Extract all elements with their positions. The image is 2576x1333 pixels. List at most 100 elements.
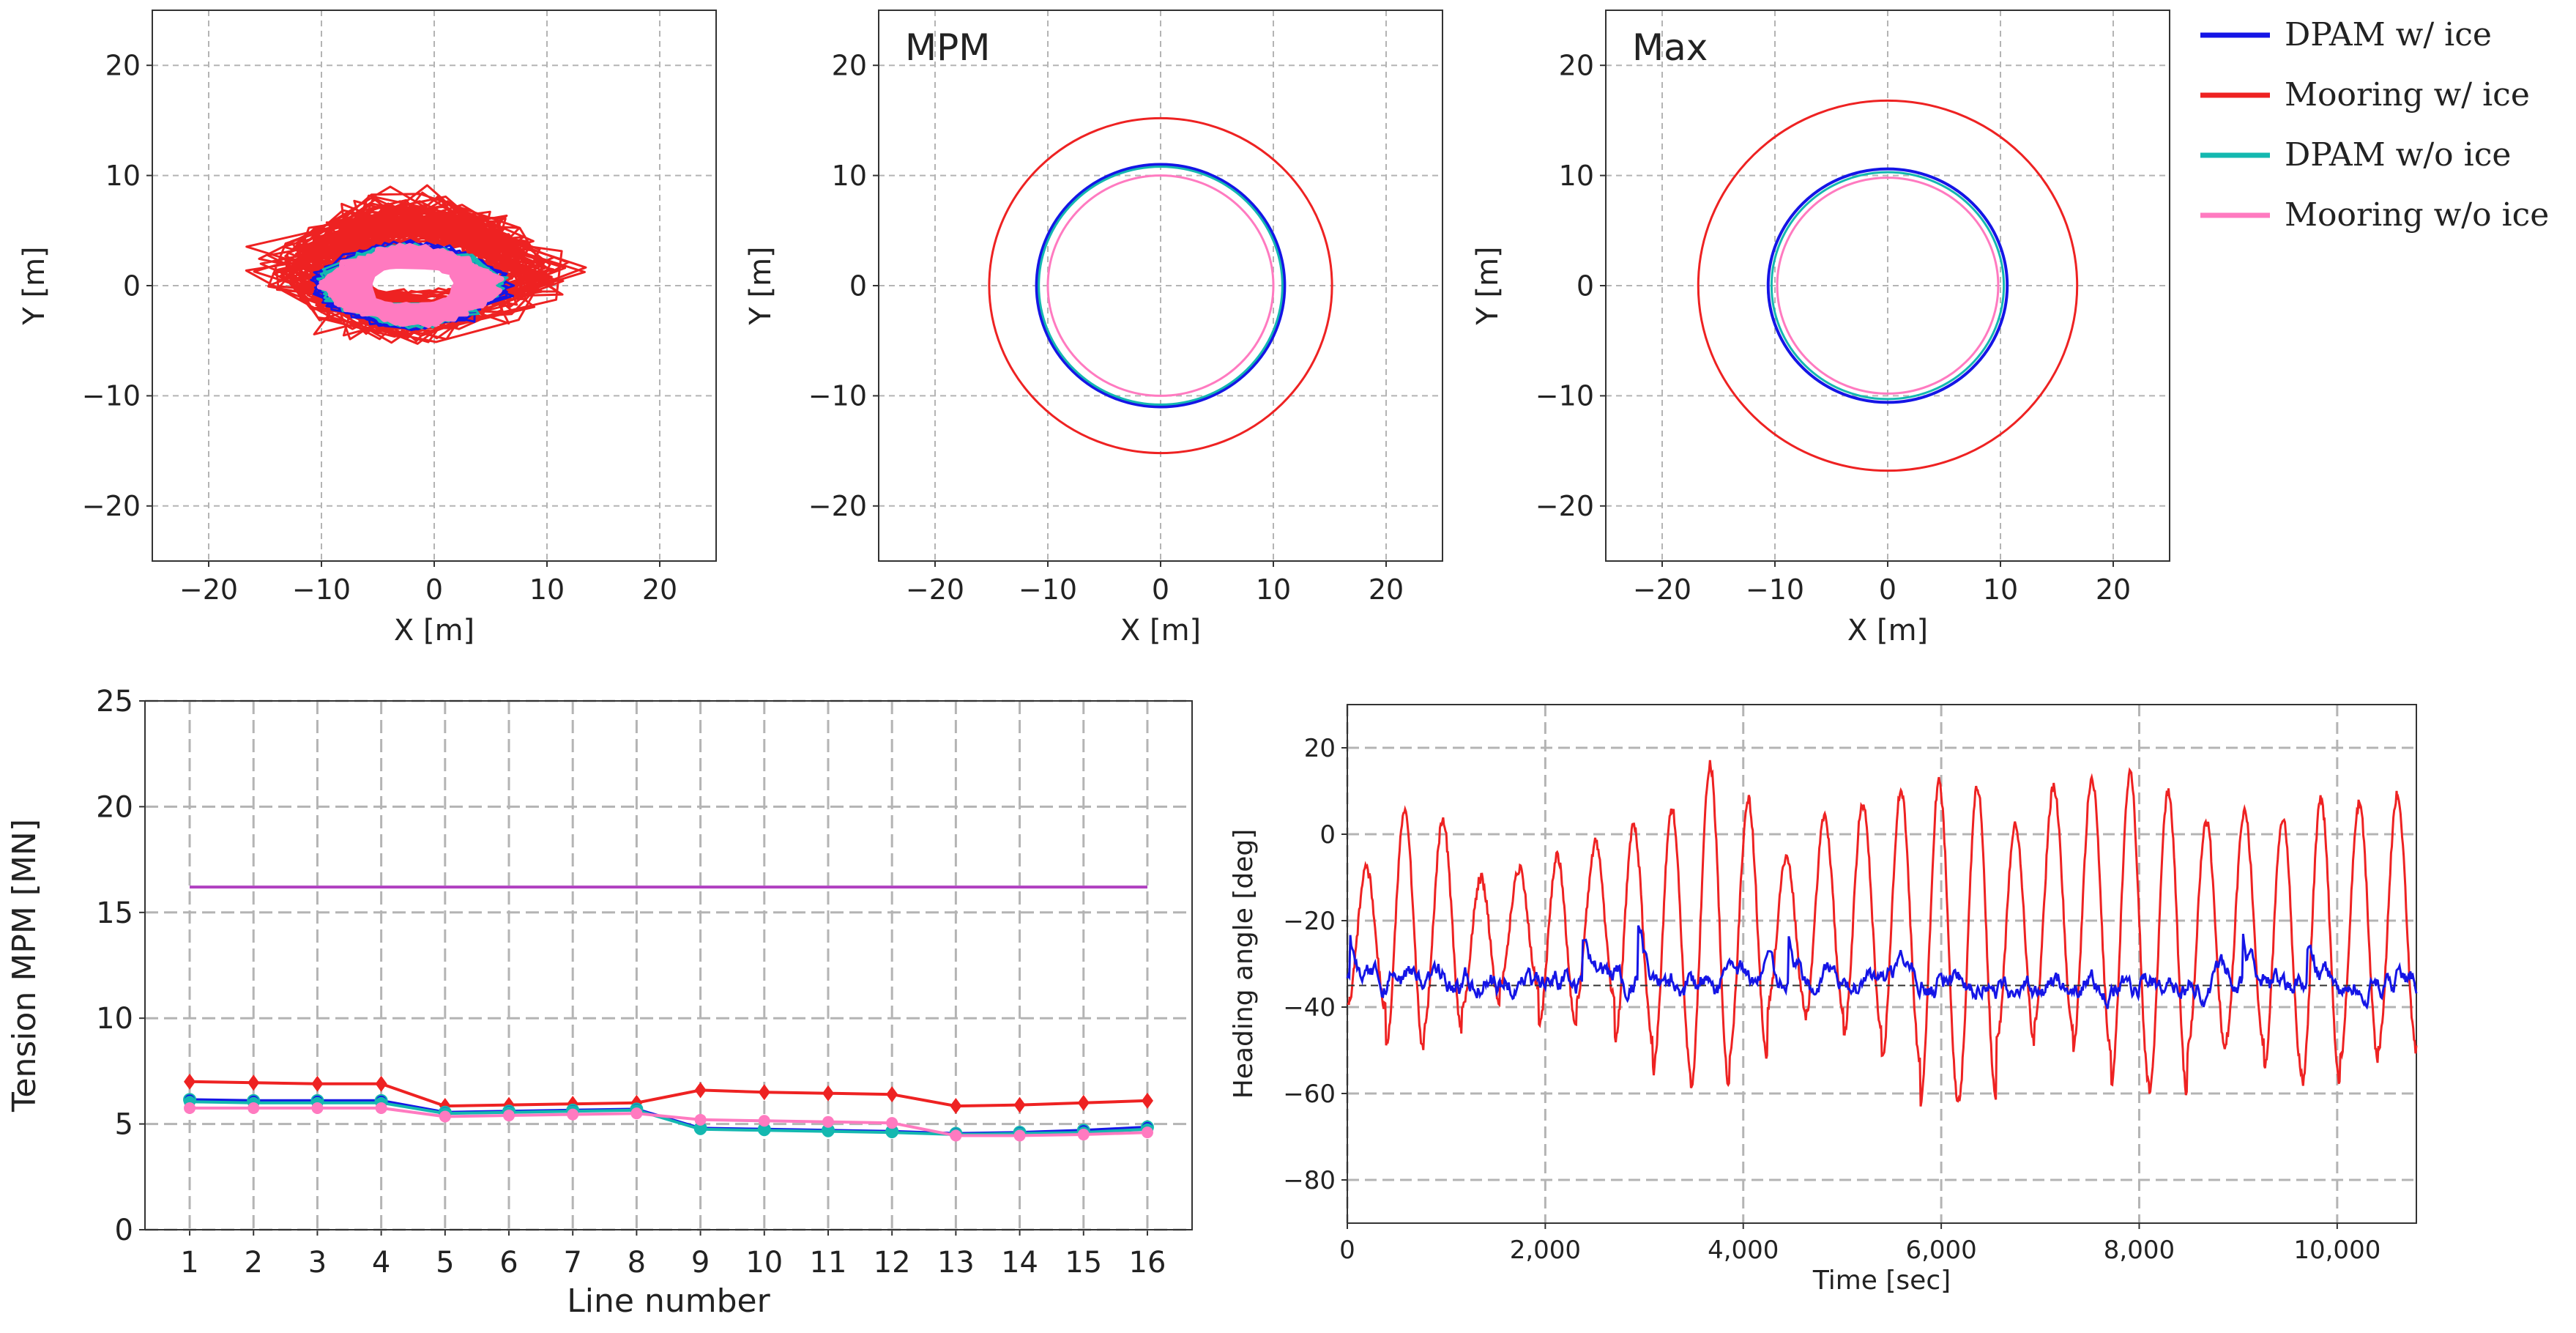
- y-tick-label: −40: [1283, 993, 1336, 1022]
- x-tick-label: 0: [1339, 1236, 1355, 1265]
- x-tick-label: 4: [372, 1246, 390, 1280]
- plot-frame: [878, 10, 1443, 562]
- x-tick-label: 20: [642, 573, 677, 606]
- y-tick-label: 20: [832, 50, 867, 82]
- circle-dpam-w-o-ice: [1770, 171, 2006, 401]
- x-tick-label: −10: [1746, 573, 1804, 606]
- circle-dpam-w-ice: [1035, 163, 1287, 409]
- tension-marker-mooring-w-o-ice: [758, 1115, 770, 1127]
- x-axis-label: Time [sec]: [1812, 1266, 1951, 1296]
- x-tick-label: 5: [436, 1246, 454, 1280]
- legend-label: DPAM w/ ice: [2285, 16, 2492, 53]
- y-tick-label: 0: [849, 270, 867, 302]
- trajectory-mooring-w-o-ice: [316, 242, 505, 328]
- tension-marker-dpam-w-o-ice: [822, 1125, 834, 1137]
- heading-chart: 0 2,000 4,000 6,000 8,000 10,000 −80 −60 −40 −20 0…: [1229, 704, 2418, 1296]
- tension-marker-mooring-w-o-ice: [439, 1110, 451, 1123]
- y-tick-label: −10: [82, 380, 141, 412]
- x-tick-label: 4,000: [1708, 1236, 1779, 1265]
- tension-marker-mooring-w-o-ice: [822, 1115, 834, 1128]
- y-tick-label: −20: [82, 490, 141, 522]
- y-tick-label: 20: [96, 790, 133, 824]
- y-tick-label: 15: [96, 896, 133, 930]
- trajectory-chart: −20 −10 0 10 20 −20 −10 0 10 20 X [m] Y [m]: [18, 10, 717, 647]
- y-tick-label: 10: [96, 1002, 133, 1036]
- x-tick-label: 0: [1152, 573, 1169, 606]
- tension-marker-mooring-w-o-ice: [184, 1102, 196, 1114]
- x-tick-label: 0: [1879, 573, 1896, 606]
- x-tick-label: 12: [874, 1246, 911, 1280]
- y-tick-label: 20: [1559, 50, 1594, 82]
- x-tick-label: 20: [1369, 573, 1404, 606]
- y-tick-label: −10: [1535, 380, 1594, 412]
- panel-title: Max: [1632, 26, 1708, 69]
- plot-frame: [152, 10, 717, 562]
- tension-marker-dpam-w-o-ice: [758, 1124, 770, 1137]
- y-tick-label: 10: [1559, 160, 1594, 192]
- x-tick-label: 0: [425, 573, 443, 606]
- tension-marker-mooring-w-o-ice: [375, 1102, 387, 1114]
- plot-frame: [144, 700, 1193, 1230]
- y-tick-label: 0: [115, 1214, 133, 1247]
- x-tick-label: 2: [245, 1246, 263, 1280]
- tension-marker-mooring-w-o-ice: [950, 1129, 962, 1142]
- y-tick-label: −80: [1283, 1166, 1336, 1195]
- heading-line-dpam-w-ice: [1346, 925, 2418, 1010]
- legend-label: Mooring w/ ice: [2285, 76, 2530, 114]
- x-tick-label: 10: [1983, 573, 2018, 606]
- x-tick-label: −20: [906, 573, 964, 606]
- x-axis-label: X [m]: [1120, 614, 1201, 647]
- tension-marker-mooring-w-o-ice: [311, 1102, 324, 1114]
- tension-marker-mooring-w-o-ice: [694, 1113, 707, 1126]
- x-tick-label: 3: [308, 1246, 327, 1280]
- tension-marker-mooring-w-ice: [247, 1074, 260, 1091]
- x-tick-label: 10: [529, 573, 565, 606]
- tension-marker-mooring-w-ice: [1013, 1096, 1026, 1113]
- legend-label: Mooring w/o ice: [2285, 196, 2549, 234]
- x-tick-label: −20: [1633, 573, 1691, 606]
- legend: DPAM w/ ice Mooring w/ ice DPAM w/o ice Moo…: [2200, 16, 2549, 234]
- x-tick-label: 2,000: [1510, 1236, 1581, 1265]
- tension-marker-mooring-w-o-ice: [1077, 1129, 1090, 1141]
- x-tick-label: −20: [179, 573, 238, 606]
- y-tick-label: 20: [105, 50, 141, 82]
- circle-mooring-w-ice: [1697, 99, 2079, 472]
- tension-marker-mooring-w-ice: [950, 1098, 962, 1115]
- y-tick-label: −20: [1535, 490, 1594, 522]
- tension-marker-mooring-w-ice: [1141, 1092, 1153, 1109]
- y-axis-label: Y [m]: [744, 246, 778, 325]
- tension-marker-mooring-w-o-ice: [247, 1102, 260, 1114]
- circle-mooring-w-o-ice: [1776, 177, 2000, 395]
- y-tick-label: 5: [115, 1108, 133, 1142]
- tension-marker-mooring-w-o-ice: [630, 1107, 643, 1120]
- tension-marker-mooring-w-ice: [184, 1073, 196, 1090]
- y-axis-label: Y [m]: [18, 246, 51, 325]
- x-tick-label: 16: [1129, 1246, 1166, 1280]
- y-tick-label: −20: [808, 490, 867, 522]
- tension-marker-dpam-w-o-ice: [886, 1126, 898, 1139]
- y-tick-label: 0: [1577, 270, 1594, 302]
- x-axis-label: X [m]: [394, 614, 474, 647]
- x-tick-label: 9: [691, 1246, 710, 1280]
- tension-line-mooring-w-o-ice: [190, 1106, 1148, 1137]
- y-tick-label: −60: [1283, 1080, 1336, 1109]
- y-tick-label: 20: [1304, 734, 1336, 763]
- panel-title: MPM: [905, 26, 990, 69]
- x-tick-label: 7: [563, 1246, 581, 1280]
- tension-marker-mooring-w-ice: [822, 1085, 834, 1102]
- tension-marker-mooring-w-o-ice: [1013, 1129, 1026, 1142]
- max-chart: −20 −10 0 10 20 −20 −10 0 10 20 X [m] Y [m] Max: [1471, 10, 2170, 647]
- x-tick-label: 1: [180, 1246, 198, 1280]
- tension-line-mooring-w-ice: [189, 1080, 1148, 1108]
- tension-marker-dpam-w-o-ice: [694, 1123, 707, 1135]
- y-tick-label: −10: [808, 380, 867, 412]
- heading-line-mooring-w-ice: [1347, 760, 2418, 1107]
- y-axis-label: Heading angle [deg]: [1229, 829, 1259, 1099]
- x-tick-label: 10,000: [2293, 1236, 2380, 1265]
- tension-marker-mooring-w-o-ice: [567, 1108, 579, 1121]
- tension-marker-mooring-w-ice: [1077, 1094, 1090, 1111]
- circle-mooring-w-o-ice: [1046, 174, 1275, 397]
- x-tick-label: 8,000: [2104, 1236, 2175, 1265]
